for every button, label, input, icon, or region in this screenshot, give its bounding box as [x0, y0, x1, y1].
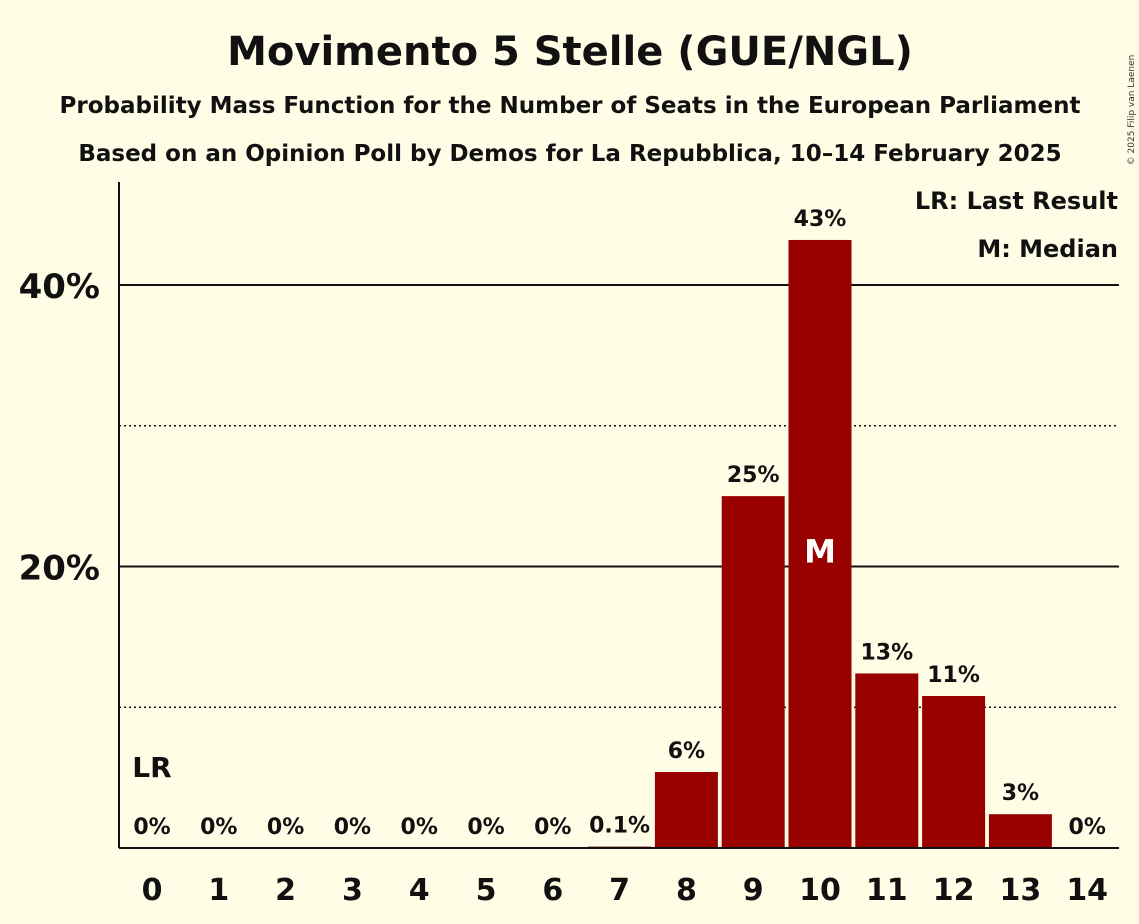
bar-seats-13	[988, 814, 1052, 848]
bar-seats-12	[922, 695, 986, 848]
value-label-seats-7: 0.1%	[589, 814, 650, 839]
value-label-seats-9: 25%	[727, 463, 780, 488]
legend-last-result: LR: Last Result	[915, 187, 1118, 215]
x-tick-label: 9	[743, 873, 764, 908]
x-tick-label: 13	[1000, 873, 1042, 908]
x-tick-label: 6	[542, 873, 563, 908]
value-label-seats-0: 0%	[133, 815, 170, 840]
value-label-seats-10: 43%	[794, 207, 847, 232]
value-label-seats-11: 13%	[860, 640, 913, 665]
x-tick-label: 7	[609, 873, 630, 908]
x-tick-label: 2	[275, 873, 296, 908]
x-tick-label: 3	[342, 873, 363, 908]
x-tick-label: 8	[676, 873, 697, 908]
value-label-seats-1: 0%	[200, 815, 237, 840]
legend-median: M: Median	[977, 235, 1118, 263]
x-tick-label: 11	[866, 873, 908, 908]
value-label-seats-8: 6%	[668, 739, 705, 764]
chart-subtitle-poll: Based on an Opinion Poll by Demos for La…	[78, 141, 1061, 167]
y-tick-label: 40%	[19, 267, 100, 307]
value-label-seats-12: 11%	[927, 663, 980, 688]
data-labels: 0% 0% 0% 0% 0% 0% 0% 0.1% 6% 25% 43% 13% 11% 3% 0% LR M	[132, 207, 1106, 840]
value-label-seats-2: 0%	[267, 815, 304, 840]
x-tick-label: 0	[142, 873, 163, 908]
last-result-marker: LR	[132, 751, 171, 784]
value-label-seats-3: 0%	[334, 815, 371, 840]
x-tick-label: 12	[933, 873, 975, 908]
median-marker: M	[804, 533, 836, 571]
value-label-seats-14: 0%	[1069, 815, 1106, 840]
x-tick-label: 10	[799, 873, 841, 908]
value-label-seats-4: 0%	[401, 815, 438, 840]
value-label-seats-13: 3%	[1002, 781, 1039, 806]
bars	[588, 239, 1052, 848]
bar-seats-11	[855, 673, 919, 848]
axes: 20%40%0 1 2 3 4 5 6 7 8 9 10 11 12 13 14	[19, 182, 1119, 908]
value-label-seats-5: 0%	[467, 815, 504, 840]
copyright-notice: © 2025 Filip van Laenen	[1127, 55, 1137, 166]
chart-title: Movimento 5 Stelle (GUE/NGL)	[227, 29, 913, 75]
x-tick-label: 5	[476, 873, 497, 908]
x-tick-label: 1	[208, 873, 229, 908]
bar-seats-10	[788, 239, 852, 848]
x-tick-label: 4	[409, 873, 430, 908]
bar-seats-8	[654, 771, 718, 848]
x-tick-label: 14	[1066, 873, 1108, 908]
bar-seats-9	[721, 496, 785, 848]
chart-subtitle: Probability Mass Function for the Number…	[60, 93, 1081, 119]
value-label-seats-6: 0%	[534, 815, 571, 840]
y-tick-label: 20%	[19, 549, 100, 589]
gridlines	[119, 284, 1119, 708]
